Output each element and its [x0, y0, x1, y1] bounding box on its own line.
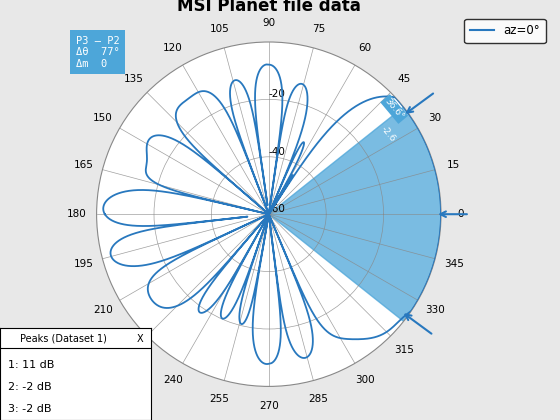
- Text: -2.6: -2.6: [379, 124, 397, 144]
- Text: Peaks (Dataset 1): Peaks (Dataset 1): [20, 333, 107, 344]
- Text: 1: 11 dB: 1: 11 dB: [8, 360, 54, 370]
- Text: 3: -2 dB: 3: -2 dB: [8, 404, 51, 414]
- Polygon shape: [269, 107, 441, 321]
- Legend: az=0°: az=0°: [464, 18, 545, 43]
- Title: MSI Planet file data: MSI Planet file data: [177, 0, 361, 15]
- Text: C1: C1: [0, 419, 1, 420]
- Text: 2: -2 dB: 2: -2 dB: [8, 382, 51, 392]
- Text: P3 – P2
Δθ  77°
Δm  0: P3 – P2 Δθ 77° Δm 0: [76, 36, 119, 69]
- Text: X: X: [137, 333, 143, 344]
- Text: 36.6°: 36.6°: [382, 97, 405, 121]
